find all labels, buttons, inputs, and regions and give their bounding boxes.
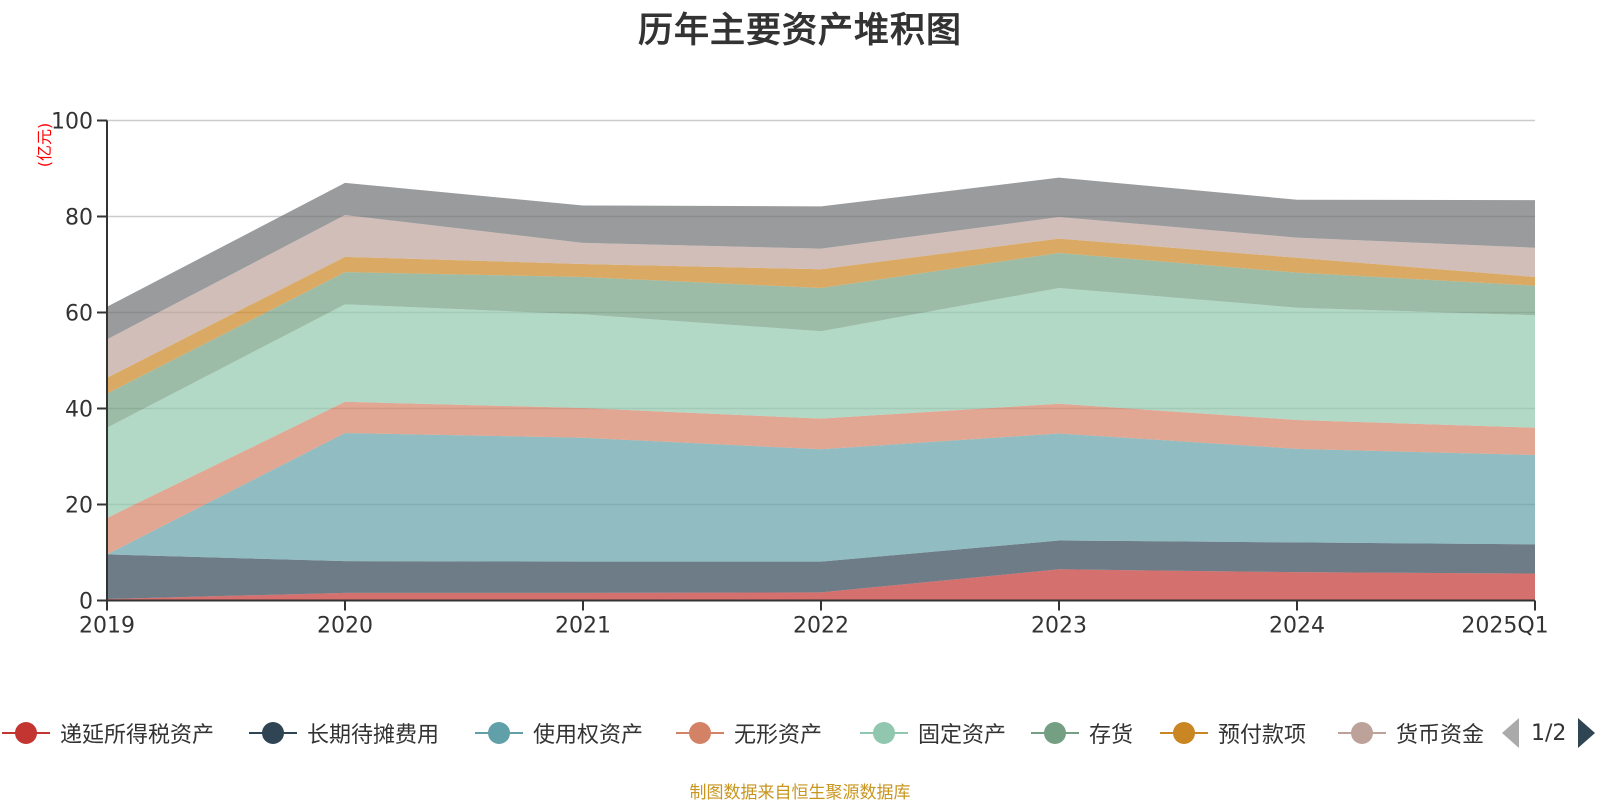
legend-label: 预付款项 (1218, 723, 1307, 748)
y-tick-label: 0 (79, 590, 93, 615)
area-series-8[interactable] (107, 177, 1535, 340)
area-series-7[interactable] (107, 215, 1535, 378)
data-source-footer: 制图数据来自恒生聚源数据库 (689, 783, 911, 803)
y-tick-label: 20 (65, 494, 93, 519)
area-series (107, 177, 1535, 601)
y-tick-label: 100 (51, 110, 93, 135)
legend-item[interactable]: 货币资金 (1338, 716, 1484, 750)
x-tick-label: 2023 (1031, 614, 1087, 639)
legend-label: 无形资产 (734, 723, 823, 748)
y-tick-label: 60 (65, 302, 93, 327)
legend-marker-icon (1338, 716, 1386, 750)
legend-item[interactable]: 长期待摊费用 (249, 716, 439, 750)
legend-marker-icon (249, 716, 297, 750)
legend-clip-region: 货币资金 (1338, 716, 1486, 750)
legend-marker-icon (2, 716, 50, 750)
legend-item[interactable]: 存货 (1031, 716, 1133, 750)
x-tick-label: 2025Q1 (1461, 614, 1548, 639)
x-tick-label: 2019 (79, 614, 135, 639)
legend-marker-icon (1160, 716, 1208, 750)
x-tick-label: 2020 (317, 614, 373, 639)
area-series-3[interactable] (107, 401, 1535, 555)
legend-label: 长期待摊费用 (307, 723, 440, 748)
stacked-area-chart: 0 20 40 60 80 100 2019 2020 2021 2022 2023 2024 2025… (35, 110, 1549, 639)
x-tick-label: 2021 (555, 614, 611, 639)
legend-label: 货币资金 (1396, 723, 1485, 748)
area-series-1[interactable] (107, 540, 1535, 600)
legend-label: 存货 (1089, 723, 1134, 748)
legend-label: 递延所得税资产 (60, 723, 215, 748)
legend-marker-icon (676, 716, 724, 750)
x-tick-label: 2024 (1269, 614, 1325, 639)
legend-item[interactable]: 无形资产 (676, 716, 822, 750)
y-axis-unit-label: (亿元) (35, 123, 54, 168)
legend-item[interactable]: 使用权资产 (475, 716, 643, 750)
area-series-0[interactable] (107, 569, 1535, 601)
chart-title: 历年主要资产堆积图 (637, 11, 962, 51)
legend-pager: 1/2 (1502, 716, 1596, 750)
legend-item[interactable]: 固定资产 (860, 716, 1006, 750)
area-series-5[interactable] (107, 252, 1535, 428)
legend-item[interactable]: 预付款项 (1160, 716, 1306, 750)
legend-marker-icon (860, 716, 908, 750)
area-series-4[interactable] (107, 288, 1535, 518)
y-tick-label: 80 (65, 206, 93, 231)
legend-next-page-icon[interactable] (1578, 718, 1596, 748)
legend-label: 固定资产 (918, 723, 1007, 748)
axes: 0 20 40 60 80 100 2019 2020 2021 2022 2023 2024 2025… (51, 110, 1549, 639)
legend-label: 使用权资产 (533, 723, 644, 748)
area-series-6[interactable] (107, 238, 1535, 394)
area-series-2[interactable] (107, 432, 1535, 562)
legend-marker-icon (1031, 716, 1079, 750)
legend-prev-page-icon[interactable] (1502, 718, 1519, 748)
legend-marker-icon (475, 716, 523, 750)
x-tick-label: 2022 (793, 614, 849, 639)
legend-page-indicator: 1/2 (1531, 720, 1567, 746)
legend: 递延所得税资产 长期待摊费用 使用权资产 无形资产 固定资产 存货 预付款项 货币资金 (0, 716, 1600, 750)
legend-item[interactable]: 递延所得税资产 (2, 716, 214, 750)
y-tick-label: 40 (65, 398, 93, 423)
